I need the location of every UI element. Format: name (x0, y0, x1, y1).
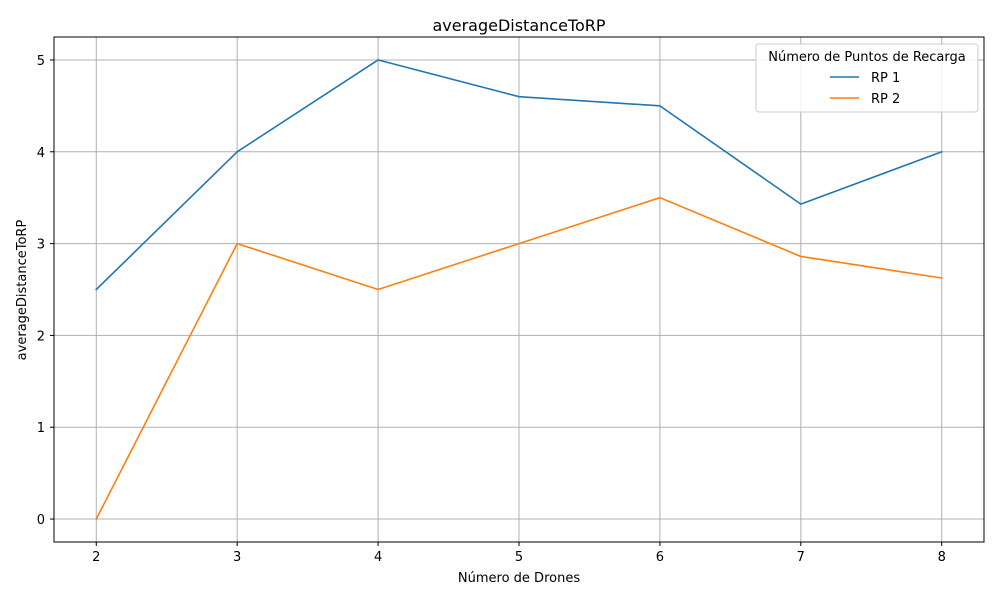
legend-title: Número de Puntos de Recarga (768, 50, 965, 65)
y-axis-label: averageDistanceToRP (15, 220, 30, 361)
x-axis-label: Número de Drones (458, 571, 580, 586)
chart-title: averageDistanceToRP (432, 16, 605, 35)
y-tick-label: 4 (37, 146, 45, 161)
y-tick-label: 5 (37, 54, 45, 69)
legend: Número de Puntos de Recarga RP 1 RP 2 (755, 43, 979, 113)
series-line (95, 196, 943, 521)
grid-lines (54, 37, 984, 542)
series-lines (95, 59, 943, 521)
x-tick-label: 5 (515, 550, 523, 565)
y-tick-label: 3 (37, 238, 45, 253)
x-tick-label: 8 (938, 550, 946, 565)
x-tick-label: 6 (656, 550, 664, 565)
series-line (95, 59, 943, 291)
legend-label: RP 2 (871, 92, 900, 107)
x-tick-label: 3 (233, 550, 241, 565)
legend-items: RP 1 RP 2 (830, 71, 900, 107)
legend-label: RP 1 (871, 71, 900, 86)
y-tick-label: 2 (37, 329, 45, 344)
x-tick-label: 7 (797, 550, 805, 565)
x-tick-label: 2 (92, 550, 100, 565)
y-axis-ticks: 0 1 2 3 4 5 (37, 54, 54, 528)
y-tick-label: 1 (37, 421, 45, 436)
y-tick-label: 0 (37, 513, 45, 528)
x-tick-label: 4 (374, 550, 382, 565)
x-axis-ticks: 2 3 4 5 6 7 8 (92, 542, 946, 565)
legend-box (755, 43, 979, 113)
